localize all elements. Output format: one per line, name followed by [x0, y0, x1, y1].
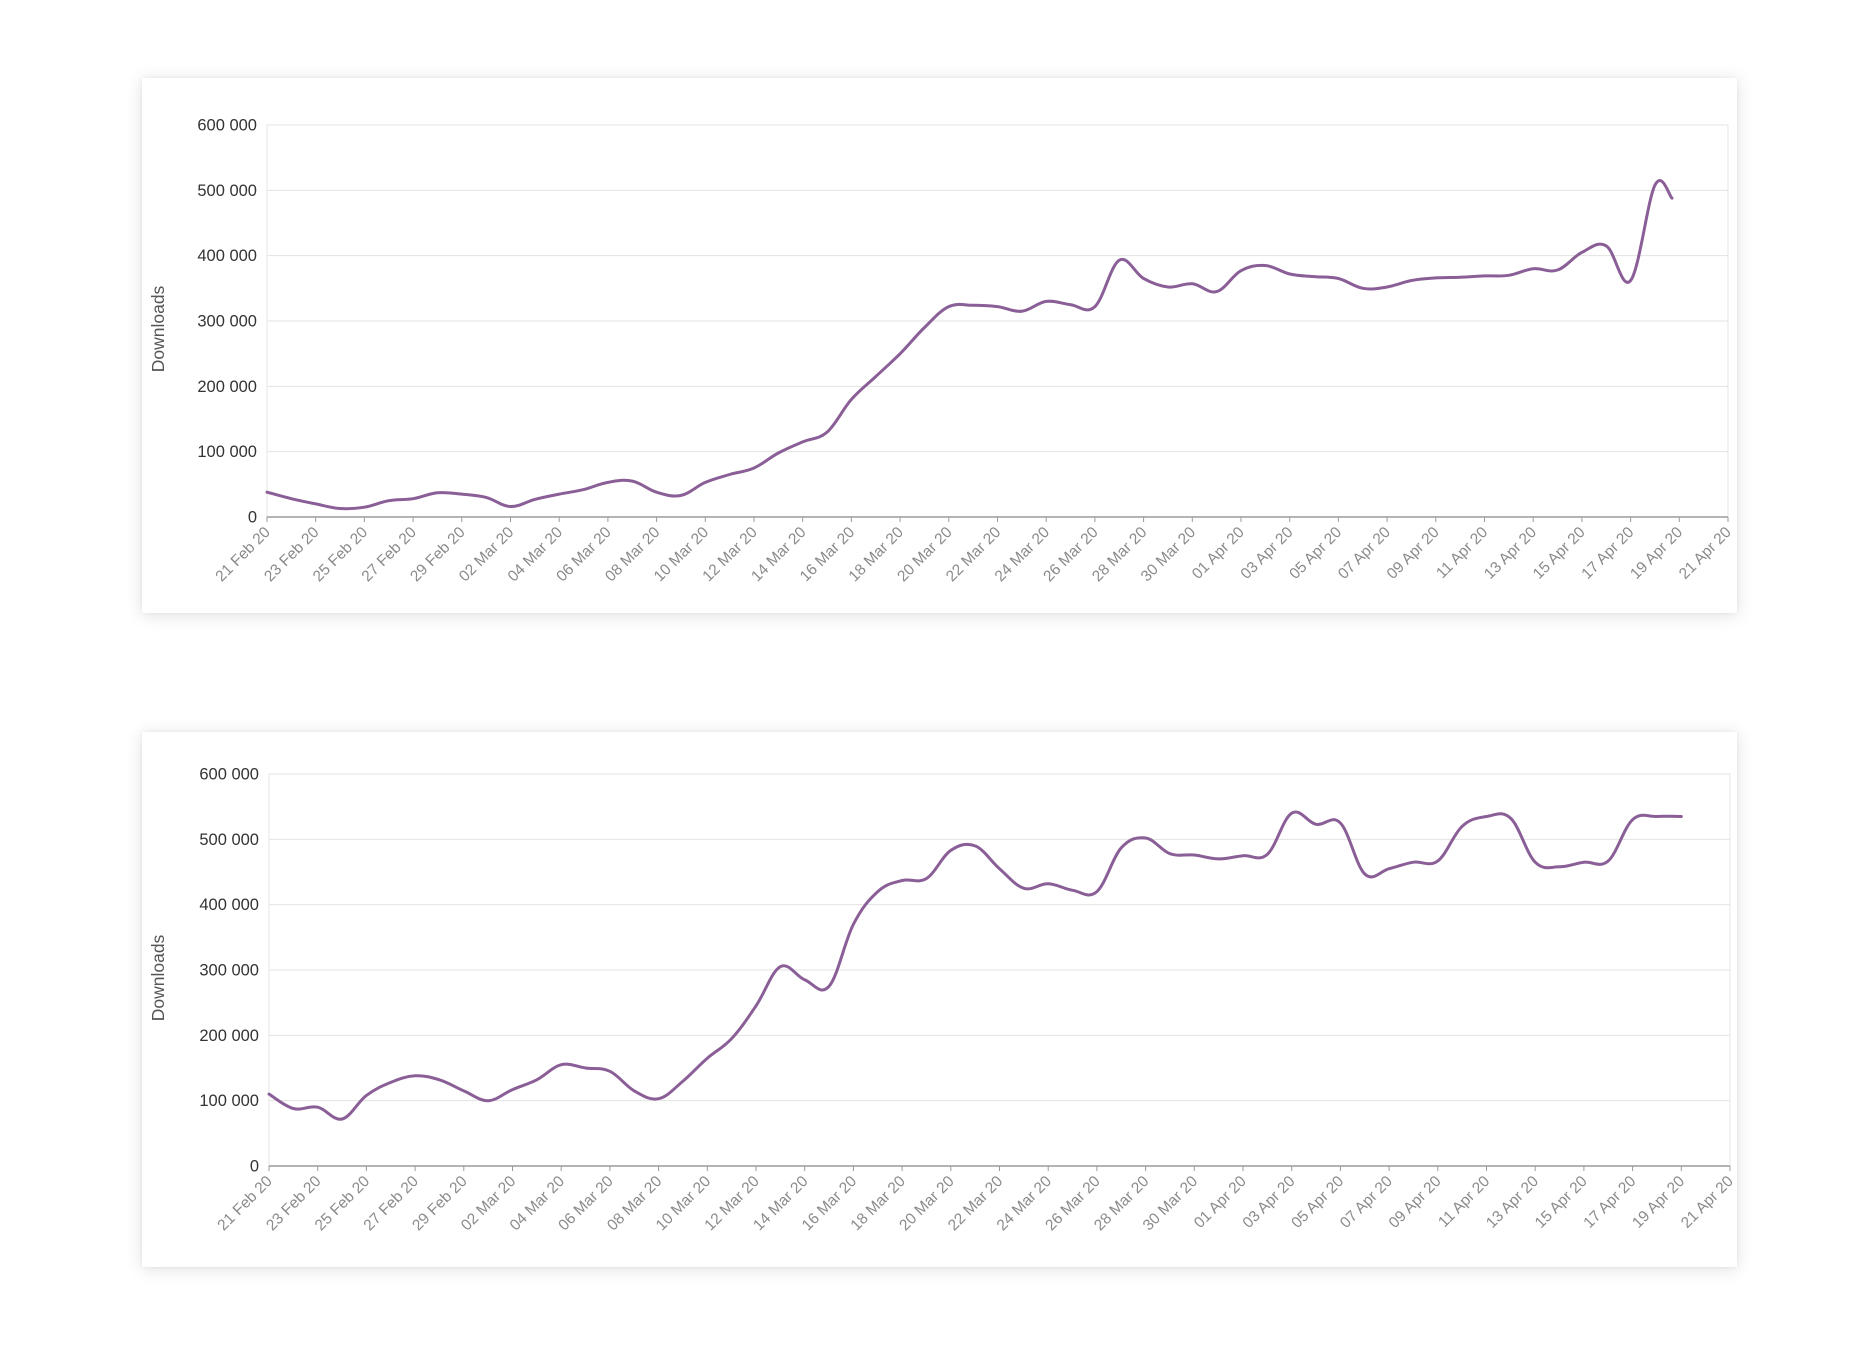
- y-tick-label: 100 000: [197, 443, 257, 461]
- y-tick-label: 0: [250, 1158, 259, 1176]
- x-tick-label: 01 Apr 20: [1189, 524, 1248, 583]
- chart-card-2: 0 100 000 200 000 300 000 400 000 500 000 600 …: [142, 732, 1737, 1267]
- y-axis-title: Downloads: [148, 934, 168, 1021]
- chart-1: 0 100 000 200 000 300 000 400 000 500 000 600 …: [148, 117, 1735, 586]
- x-tick-label: 15 Apr 20: [1530, 524, 1589, 583]
- x-tick-label: 21 Apr 20: [1676, 524, 1735, 583]
- x-tick-label: 01 Apr 20: [1191, 1173, 1250, 1232]
- y-tick-label: 0: [248, 509, 257, 527]
- x-tick-label: 03 Apr 20: [1238, 524, 1297, 583]
- y-axis-title: Downloads: [148, 285, 168, 372]
- x-tick-label: 09 Apr 20: [1384, 524, 1443, 583]
- y-tick-label: 600 000: [199, 766, 259, 784]
- y-tick-label: 300 000: [199, 962, 259, 980]
- x-tick-label: 07 Apr 20: [1337, 1173, 1396, 1232]
- series-line: [267, 810, 1683, 1121]
- y-tick-label: 200 000: [199, 1027, 259, 1045]
- x-tick-label: 05 Apr 20: [1286, 524, 1345, 583]
- y-tick-label: 400 000: [199, 896, 259, 914]
- x-tick-label: 13 Apr 20: [1481, 524, 1540, 583]
- chart-card-1: 0 100 000 200 000 300 000 400 000 500 000 600 …: [142, 78, 1737, 613]
- x-tick-label: 17 Apr 20: [1578, 524, 1637, 583]
- y-tick-label: 100 000: [199, 1092, 259, 1110]
- y-tick-label: 600 000: [197, 117, 257, 135]
- x-tick-label: 17 Apr 20: [1580, 1173, 1639, 1232]
- x-tick-label: 09 Apr 20: [1386, 1173, 1445, 1232]
- series-line: [265, 179, 1674, 511]
- x-tick-label: 15 Apr 20: [1532, 1173, 1591, 1232]
- y-tick-label: 300 000: [197, 313, 257, 331]
- y-tick-label: 500 000: [199, 831, 259, 849]
- x-tick-label: 19 Apr 20: [1629, 1173, 1688, 1232]
- y-tick-label: 200 000: [197, 378, 257, 396]
- y-tick-label: 400 000: [197, 247, 257, 265]
- y-tick-label: 500 000: [197, 182, 257, 200]
- x-tick-label: 21 Apr 20: [1678, 1173, 1737, 1232]
- x-tick-label: 03 Apr 20: [1240, 1173, 1299, 1232]
- x-tick-label: 07 Apr 20: [1335, 524, 1394, 583]
- x-tick-label: 19 Apr 20: [1627, 524, 1686, 583]
- chart-2: 0 100 000 200 000 300 000 400 000 500 000 600 …: [148, 766, 1737, 1235]
- x-tick-label: 13 Apr 20: [1483, 1173, 1542, 1232]
- x-tick-label: 05 Apr 20: [1288, 1173, 1347, 1232]
